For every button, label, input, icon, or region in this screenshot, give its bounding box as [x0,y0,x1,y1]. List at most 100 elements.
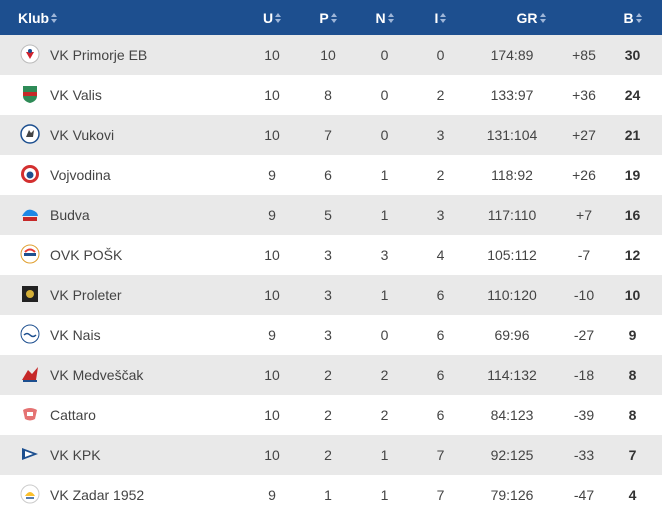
lost-cell: 7 [436,487,445,503]
won-cell: 3 [324,287,332,303]
club-cell[interactable]: VK Medveščak [0,355,235,395]
lost-cell: 6 [436,327,445,343]
goal-diff-cell: -47 [573,487,595,503]
draw-cell: 0 [380,327,389,343]
goals-cell: 69:96 [494,327,530,343]
header-points[interactable]: B [603,0,662,35]
lost-cell: 6 [436,367,445,383]
points-cell: 9 [628,327,637,343]
goal-diff-cell: -10 [573,287,595,303]
lost-cell: 4 [436,247,445,263]
goals-cell: 114:132 [487,367,537,383]
won-cell: 1 [324,487,332,503]
table-row[interactable]: Vojvodina 9 6 1 2 118:92 +26 19 [0,155,662,195]
table-row[interactable]: VK Zadar 1952 9 1 1 7 79:126 -47 4 [0,475,662,515]
goals-cell: 117:110 [487,207,537,223]
valis-logo [20,84,40,104]
club-name: VK Medveščak [50,367,144,383]
goals-cell: 92:125 [490,447,534,463]
sort-icon [539,12,546,23]
won-cell: 7 [324,127,332,143]
goals-cell: 110:120 [487,287,537,303]
table-row[interactable]: VK Medveščak 10 2 2 6 114:132 -18 8 [0,355,662,395]
club-cell[interactable]: VK KPK [0,435,235,475]
table-row[interactable]: VK Proleter 10 3 1 6 110:120 -10 10 [0,275,662,315]
goals-cell: 105:112 [487,247,537,263]
draw-cell: 0 [380,87,389,103]
club-cell[interactable]: Vojvodina [0,155,235,195]
header-lost[interactable]: I [422,0,459,35]
won-cell: 2 [324,407,332,423]
table-row[interactable]: Budva 9 5 1 3 117:110 +7 16 [0,195,662,235]
goals-cell: 174:89 [490,47,534,63]
header-played-label: U [262,9,274,26]
club-name: Budva [50,207,90,223]
played-cell: 9 [268,207,276,223]
header-won[interactable]: P [309,0,347,35]
goal-diff-cell: -27 [573,327,595,343]
proleter-logo [20,284,40,304]
header-draw[interactable]: N [347,0,422,35]
header-goals[interactable]: GR [459,0,603,35]
header-club[interactable]: Klub [0,0,235,35]
table-row[interactable]: VK Nais 9 3 0 6 69:96 -27 9 [0,315,662,355]
sort-icon [330,12,337,23]
table-row[interactable]: VK Primorje EB 10 10 0 0 174:89 +85 30 [0,35,662,75]
club-name: VK Proleter [50,287,122,303]
goals-cell: 79:126 [490,487,534,503]
club-cell[interactable]: VK Zadar 1952 [0,475,235,515]
played-cell: 10 [264,367,280,383]
club-cell[interactable]: VK Proleter [0,275,235,315]
club-cell[interactable]: Cattaro [0,395,235,435]
header-club-label: Klub [18,9,50,26]
lost-cell: 3 [436,127,445,143]
club-cell[interactable]: OVK POŠK [0,235,235,275]
table-row[interactable]: OVK POŠK 10 3 3 4 105:112 -7 12 [0,235,662,275]
club-name: VK Vukovi [50,127,115,143]
club-cell[interactable]: Budva [0,195,235,235]
sort-icon [440,12,447,23]
goals-cell: 118:92 [491,167,533,183]
club-cell[interactable]: VK Primorje EB [0,35,235,75]
kpk-logo [20,444,40,464]
draw-cell: 0 [380,127,389,143]
primorje-logo [20,44,40,64]
won-cell: 2 [324,447,332,463]
draw-cell: 0 [380,47,389,63]
table-row[interactable]: Cattaro 10 2 2 6 84:123 -39 8 [0,395,662,435]
played-cell: 10 [264,407,280,423]
club-cell[interactable]: VK Valis [0,75,235,115]
won-cell: 2 [324,367,332,383]
table-row[interactable]: VK Vukovi 10 7 0 3 131:104 +27 21 [0,115,662,155]
played-cell: 10 [264,127,280,143]
club-name: VK Nais [50,327,101,343]
points-cell: 12 [624,247,641,263]
header-played[interactable]: U [235,0,309,35]
goal-diff-cell: +36 [572,87,596,103]
played-cell: 10 [264,47,280,63]
played-cell: 9 [268,327,276,343]
draw-cell: 2 [380,407,389,423]
lost-cell: 6 [436,407,445,423]
points-cell: 8 [628,407,637,423]
club-cell[interactable]: VK Nais [0,315,235,355]
points-cell: 19 [624,167,641,183]
lost-cell: 6 [436,287,445,303]
header-points-label: B [623,9,634,26]
points-cell: 4 [628,487,637,503]
table-row[interactable]: VK KPK 10 2 1 7 92:125 -33 7 [0,435,662,475]
goal-diff-cell: +85 [572,47,596,63]
points-cell: 7 [628,447,637,463]
goals-cell: 131:104 [486,127,538,143]
club-cell[interactable]: VK Vukovi [0,115,235,155]
goals-cell: 84:123 [490,407,534,423]
table-row[interactable]: VK Valis 10 8 0 2 133:97 +36 24 [0,75,662,115]
points-cell: 8 [628,367,637,383]
vukovi-logo [20,124,40,144]
played-cell: 9 [268,167,276,183]
sort-icon [387,12,394,23]
lost-cell: 0 [436,47,445,63]
club-name: VK Primorje EB [50,47,148,63]
won-cell: 3 [324,327,332,343]
